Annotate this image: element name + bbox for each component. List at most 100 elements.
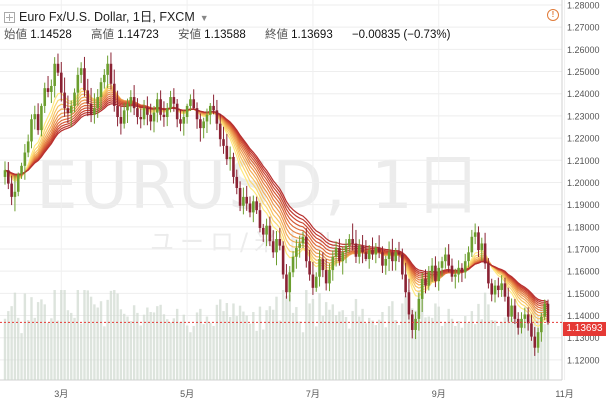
volume-bar <box>219 299 222 380</box>
candle-body <box>182 117 186 124</box>
candle-body <box>20 165 23 175</box>
volume-bar <box>169 322 172 380</box>
candle-body <box>500 283 503 291</box>
candle-body <box>192 99 196 109</box>
candle-body <box>324 270 328 284</box>
x-tick-label: 11月 <box>555 389 573 399</box>
candle-body <box>83 68 86 91</box>
candle-body <box>271 241 275 253</box>
candle-body <box>407 292 411 315</box>
volume-bar <box>414 310 417 380</box>
x-tick-label: 3月 <box>54 389 68 399</box>
volume-bar <box>440 325 444 380</box>
candle-body <box>116 105 119 118</box>
volume-bar <box>142 314 146 380</box>
y-tick-label: 1.21000 <box>567 156 600 166</box>
volume-bar <box>288 294 291 380</box>
volume-bar <box>480 319 483 380</box>
volume-bar <box>222 311 225 380</box>
volume-bar <box>73 317 76 380</box>
volume-bar <box>228 316 232 380</box>
high-value: 1.14723 <box>117 29 159 41</box>
volume-bar <box>305 290 308 380</box>
candle-body <box>185 105 189 118</box>
candle-body <box>208 105 212 115</box>
candle-body <box>281 245 285 275</box>
candle-body <box>338 247 341 262</box>
candle-body <box>146 108 149 115</box>
candle-body <box>520 318 523 328</box>
volume-bar <box>281 290 285 380</box>
candle-body <box>205 114 209 122</box>
candle-body <box>450 265 454 277</box>
candle-body <box>530 323 533 337</box>
volume-bar <box>530 312 533 380</box>
candle-body <box>156 99 159 113</box>
volume-bar <box>99 301 103 380</box>
candle-body <box>357 245 361 257</box>
change-value: −0.00835 (−0.73%) <box>351 29 451 41</box>
volume-bar <box>106 299 109 380</box>
volume-bar <box>162 314 166 380</box>
y-tick-label: 1.22000 <box>567 134 600 144</box>
candle-body <box>381 252 384 266</box>
candle-body <box>245 196 249 204</box>
volume-bar <box>540 307 543 380</box>
volume-bar <box>361 308 364 380</box>
candle-body <box>467 252 470 262</box>
volume-bar <box>83 290 86 380</box>
volume-bar <box>500 321 503 380</box>
candle-body <box>480 243 484 251</box>
candle-body <box>510 305 513 317</box>
symbol-title[interactable]: Euro Fx/U.S. Dollar, 1日, FXCM <box>19 10 195 24</box>
volume-bar <box>460 327 464 380</box>
volume-bar <box>407 290 411 380</box>
candle-body <box>112 83 116 106</box>
volume-bar <box>182 314 185 380</box>
plus-square-icon[interactable] <box>4 12 15 24</box>
volume-bar <box>60 290 63 380</box>
volume-bar <box>139 325 142 380</box>
volume-bar <box>291 312 295 380</box>
candle-body <box>40 105 43 131</box>
symbol-header: Euro Fx/U.S. Dollar, 1日, FXCM ▼ <box>4 6 209 25</box>
candle-body <box>275 239 278 253</box>
volume-bar <box>70 312 73 380</box>
volume-bar <box>454 325 457 380</box>
volume-bar <box>36 302 40 380</box>
candle-body <box>189 99 192 106</box>
candle-body <box>169 97 172 109</box>
volume-bar <box>252 312 255 380</box>
volume-bar <box>268 306 272 380</box>
volume-bar <box>53 290 56 380</box>
warning-icon[interactable]: ! <box>547 9 559 21</box>
volume-bar <box>344 316 348 380</box>
volume-bar <box>146 307 149 380</box>
candle-body <box>89 103 93 115</box>
y-tick-label: 1.13000 <box>567 333 600 343</box>
volume-bar <box>427 316 431 380</box>
volume-bar <box>444 322 447 380</box>
volume-bar <box>520 322 523 380</box>
volume-bar <box>394 320 397 380</box>
candle-body <box>79 68 83 75</box>
chevron-down-icon[interactable]: ▼ <box>199 13 209 23</box>
volume-bar <box>159 304 162 380</box>
volume-bar <box>447 308 450 380</box>
candle-body <box>457 267 460 275</box>
candle-body <box>397 252 401 255</box>
volume-bar <box>358 316 361 380</box>
y-tick-label: 1.15000 <box>567 289 600 299</box>
candle-body <box>288 272 292 293</box>
volume-bar <box>93 304 96 380</box>
volume-bar <box>189 332 192 380</box>
candle-body <box>139 117 143 120</box>
candle-body <box>261 227 265 235</box>
candle-body <box>96 97 100 109</box>
candle-body <box>202 121 205 129</box>
candle-body <box>374 247 378 255</box>
candle-body <box>26 141 30 153</box>
volume-bar <box>172 318 176 380</box>
